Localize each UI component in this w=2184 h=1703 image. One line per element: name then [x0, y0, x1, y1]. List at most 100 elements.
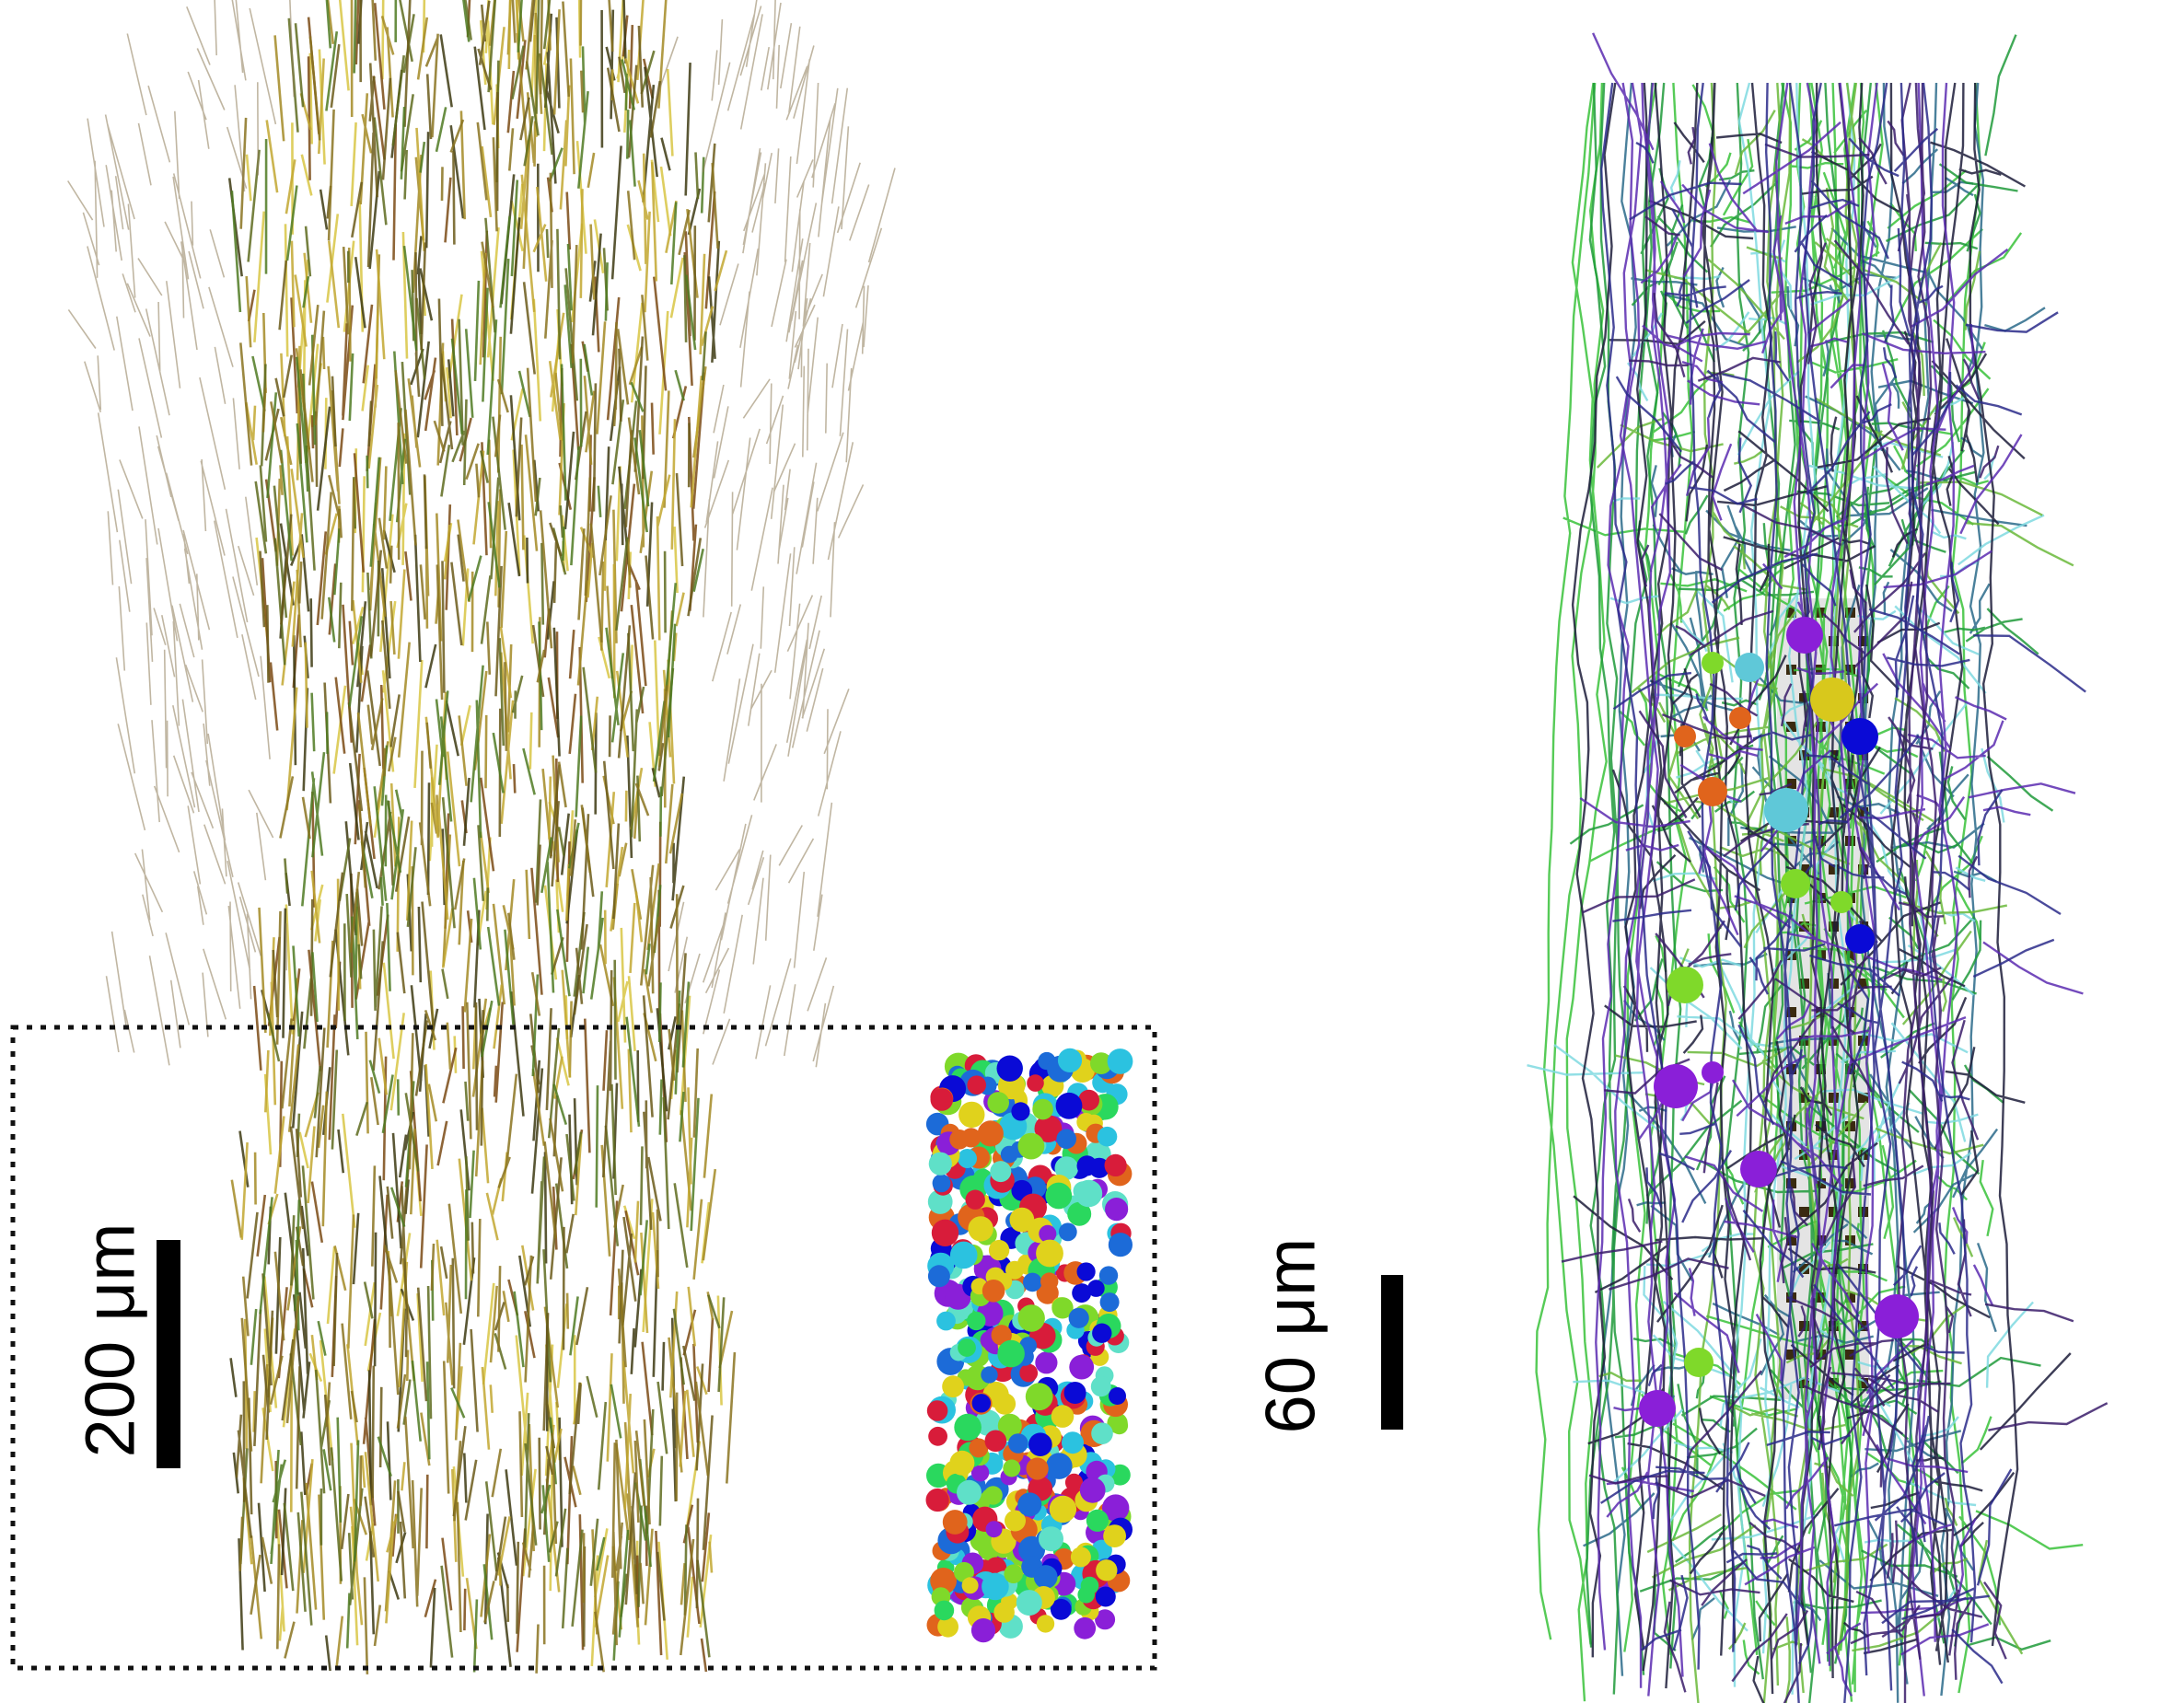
- neuron-somas: [1639, 617, 1919, 1427]
- soma-sphere: [1064, 1473, 1084, 1491]
- neuron-soma: [1729, 707, 1751, 729]
- soma-sphere: [1090, 1052, 1112, 1074]
- soma-sphere: [968, 1216, 993, 1242]
- soma-sphere: [1046, 1453, 1073, 1479]
- soma-sphere: [1054, 1156, 1079, 1180]
- soma-sphere: [1070, 1547, 1091, 1568]
- soma-sphere: [1049, 1495, 1077, 1523]
- soma-sphere: [1099, 1292, 1120, 1313]
- soma-sphere: [1000, 1145, 1018, 1164]
- neuron-soma: [1841, 718, 1878, 755]
- neuron-soma: [1684, 1348, 1714, 1377]
- soma-sphere: [1096, 1559, 1118, 1581]
- electrode-site: [1858, 1093, 1868, 1103]
- soma-sphere: [1035, 1351, 1058, 1374]
- soma-sphere: [1074, 1616, 1097, 1639]
- electrode-site: [1858, 979, 1868, 989]
- soma-sphere: [942, 1375, 964, 1398]
- soma-sphere: [1095, 1609, 1116, 1630]
- soma-sphere: [1097, 1126, 1118, 1147]
- soma-sphere: [1025, 1383, 1053, 1411]
- electrode-site: [1786, 1350, 1796, 1360]
- neuron-soma: [1735, 653, 1764, 682]
- fiber-strokes: [67, 0, 896, 1068]
- soma-sphere: [1017, 1304, 1045, 1332]
- soma-sphere: [1036, 1239, 1063, 1268]
- soma-sphere: [927, 1265, 950, 1288]
- neuron-soma: [1639, 1390, 1676, 1427]
- electrode-site: [1845, 1292, 1855, 1303]
- electrode-site: [1816, 779, 1826, 789]
- electrode-site: [1799, 864, 1809, 875]
- soma-sphere: [937, 1616, 958, 1638]
- soma-sphere: [958, 1149, 977, 1168]
- soma-sphere: [1063, 1382, 1086, 1404]
- fiber-strokes: [238, 0, 737, 1674]
- fiber-strokes: [240, 0, 728, 1650]
- neuron-soma: [1667, 967, 1703, 1003]
- soma-sphere: [931, 1219, 959, 1247]
- electrode-site: [1786, 722, 1796, 732]
- neuron-soma: [1875, 1294, 1919, 1338]
- soma-sphere: [1078, 1089, 1099, 1111]
- soma-sphere: [985, 1521, 1003, 1538]
- neuron-soma: [1702, 1061, 1724, 1083]
- soma-sphere: [930, 1568, 957, 1594]
- soma-sphere: [1098, 1266, 1119, 1285]
- soma-sphere: [1016, 1590, 1042, 1616]
- neuron-soma: [1781, 869, 1810, 898]
- soma-sphere: [1095, 1586, 1116, 1607]
- electrode-site: [1786, 608, 1796, 618]
- soma-sphere: [1026, 1457, 1049, 1480]
- neuron-soma: [1830, 891, 1853, 913]
- electrode-site: [1786, 1235, 1796, 1245]
- soma-sphere: [1058, 1222, 1077, 1242]
- neuron-soma: [1740, 1151, 1777, 1187]
- electrode-site: [1829, 979, 1839, 989]
- electrode-site: [1829, 1378, 1839, 1388]
- electrode-site: [1799, 921, 1809, 932]
- fiber-strokes: [230, 0, 705, 1673]
- soma-sphere: [1067, 1201, 1092, 1226]
- soma-sphere: [1051, 1405, 1075, 1428]
- soma-sphere: [1107, 1412, 1128, 1434]
- electrode-site: [1845, 1178, 1855, 1188]
- soma-sphere: [932, 1174, 951, 1193]
- soma-sphere: [926, 1400, 948, 1421]
- soma-sphere: [1109, 1387, 1126, 1405]
- soma-sphere: [1003, 1459, 1021, 1477]
- soma-sphere: [949, 1450, 975, 1476]
- neuron-soma: [1674, 725, 1696, 747]
- electrode-site: [1845, 1121, 1855, 1131]
- soma-sphere: [1086, 1509, 1109, 1532]
- soma-sphere: [1036, 1615, 1055, 1633]
- soma-sphere: [942, 1510, 968, 1535]
- soma-sphere: [1005, 1260, 1024, 1280]
- soma-sphere: [1108, 1233, 1133, 1257]
- soma-sphere: [967, 1075, 986, 1095]
- electrode-site: [1786, 1178, 1796, 1188]
- scale-bar-200um: [157, 1240, 180, 1468]
- electrode-site: [1799, 1207, 1809, 1217]
- soma-sphere: [1056, 1129, 1076, 1150]
- electrode-site: [1845, 665, 1855, 675]
- soma-sphere: [981, 1366, 998, 1384]
- soma-sphere: [1075, 1179, 1103, 1208]
- soma-sphere: [1102, 1494, 1130, 1522]
- soma-sphere: [1055, 1092, 1083, 1119]
- soma-sphere: [1017, 1492, 1042, 1517]
- soma-sphere: [987, 1092, 1009, 1114]
- scale-bar-60um: [1381, 1275, 1403, 1430]
- soma-sphere: [996, 1055, 1023, 1082]
- soma-sphere: [1072, 1283, 1092, 1303]
- soma-sphere: [949, 1130, 970, 1150]
- soma-sphere: [1105, 1198, 1129, 1222]
- soma-sphere: [1019, 1363, 1039, 1383]
- soma-sphere: [965, 1189, 985, 1210]
- neuron-soma: [1764, 788, 1808, 832]
- right-panel-neuron-morphology: 60 μm: [1197, 0, 2184, 1703]
- electrode-site: [1829, 864, 1839, 875]
- soma-sphere: [1062, 1431, 1084, 1454]
- soma-spheres-inset: [925, 1048, 1133, 1643]
- soma-sphere: [1039, 1526, 1063, 1552]
